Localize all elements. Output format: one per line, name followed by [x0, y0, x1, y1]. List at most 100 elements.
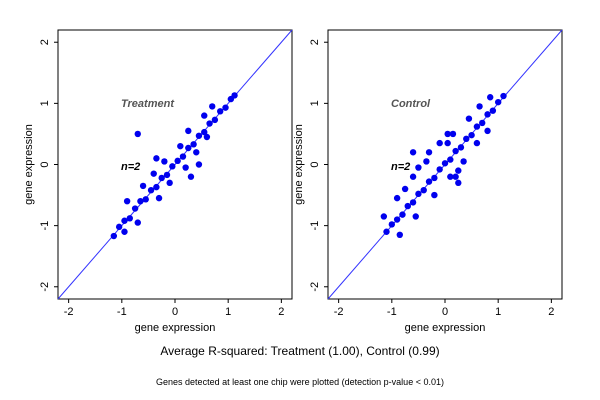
n-label-control: n=2	[391, 161, 410, 173]
data-point-treatment	[169, 163, 176, 170]
data-point-control	[425, 178, 433, 185]
data-point-treatment	[231, 92, 238, 99]
data-point-control	[457, 144, 465, 151]
data-point-control	[455, 167, 462, 174]
x-tick-label: 0	[442, 306, 448, 318]
data-point-control	[487, 94, 494, 101]
data-point-treatment	[121, 217, 128, 224]
data-point-treatment	[177, 142, 184, 150]
data-point-control	[441, 160, 449, 167]
data-point-treatment	[222, 104, 229, 111]
y-tick-label: 0	[39, 161, 51, 167]
x-axis-title-treatment: gene expression	[135, 322, 216, 334]
data-point-control	[444, 130, 451, 138]
data-point-treatment	[195, 161, 203, 168]
data-point-control	[452, 147, 459, 155]
y-tick-label: 1	[39, 100, 51, 106]
data-point-control	[396, 231, 403, 239]
data-point-treatment	[123, 197, 131, 205]
data-point-control	[415, 190, 422, 198]
data-point-control	[423, 158, 430, 165]
data-point-treatment	[139, 182, 147, 190]
data-point-treatment	[201, 128, 208, 136]
data-point-control	[447, 156, 454, 163]
data-point-treatment	[193, 149, 200, 156]
x-tick-label: 1	[225, 306, 231, 318]
data-point-treatment	[134, 130, 141, 138]
data-point-control	[473, 139, 481, 147]
data-point-control	[489, 107, 497, 114]
data-point-control	[460, 158, 467, 165]
data-point-treatment	[153, 155, 160, 162]
data-point-treatment	[174, 157, 181, 165]
data-point-treatment	[121, 228, 128, 235]
data-point-control	[393, 216, 401, 223]
y-axis-title-treatment: gene expression	[23, 124, 35, 205]
points-treatment	[110, 92, 238, 240]
data-point-control	[436, 166, 443, 173]
data-point-control	[401, 185, 409, 193]
y-tick-label: -2	[309, 282, 321, 292]
data-point-control	[431, 174, 438, 182]
caption-r-squared: Average R-squared: Treatment (1.00), Con…	[160, 344, 440, 358]
data-point-control	[412, 213, 419, 220]
data-point-control	[436, 139, 443, 147]
y-ticks-control: -2 -1 0 1 2	[309, 39, 328, 292]
data-point-treatment	[110, 232, 118, 240]
y-tick-label: -1	[309, 221, 321, 231]
data-point-treatment	[134, 219, 141, 226]
data-point-control	[449, 130, 457, 138]
data-point-control	[393, 194, 401, 202]
x-tick-label: -1	[117, 306, 127, 318]
data-point-control	[484, 111, 491, 118]
data-point-control	[463, 135, 470, 143]
panel-label-control: Control	[391, 98, 431, 110]
n-label-treatment: n=2	[121, 161, 140, 173]
data-point-treatment	[158, 174, 165, 182]
data-point-treatment	[182, 164, 189, 171]
data-point-control	[494, 98, 502, 106]
plot-panel-treatment: -2 -1 0 1 2 -2 -1 0 1 2 gene expression gene exp…	[23, 29, 293, 334]
data-point-control	[500, 92, 507, 100]
data-point-control	[383, 228, 390, 235]
data-point-treatment	[115, 223, 123, 231]
data-point-treatment	[137, 197, 144, 205]
data-point-control	[388, 221, 396, 228]
data-point-treatment	[187, 173, 195, 180]
x-tick-label: -2	[64, 306, 74, 318]
plot-panel-control: -2 -1 0 1 2 -2 -1 0 1 2 gene expression gene exp…	[293, 29, 563, 334]
x-tick-label: -2	[334, 306, 344, 318]
data-point-control	[473, 123, 481, 130]
data-point-control	[444, 139, 451, 147]
data-point-control	[452, 173, 459, 180]
data-point-control	[420, 186, 427, 194]
x-tick-label: 2	[548, 306, 554, 318]
y-tick-label: -1	[39, 221, 51, 231]
data-point-treatment	[201, 112, 208, 119]
x-axis-title-control: gene expression	[405, 322, 486, 334]
data-point-control	[465, 115, 473, 122]
data-point-treatment	[131, 205, 139, 212]
data-point-control	[409, 149, 417, 156]
x-ticks-control: -2 -1 0 1 2	[334, 299, 554, 318]
data-point-treatment	[203, 133, 211, 141]
data-point-control	[431, 191, 438, 199]
data-point-control	[409, 173, 417, 180]
data-point-treatment	[217, 108, 224, 115]
y-tick-label: 2	[309, 39, 321, 45]
data-point-treatment	[195, 132, 203, 139]
data-point-control	[468, 131, 475, 139]
data-point-control	[455, 179, 462, 187]
y-tick-label: 1	[309, 100, 321, 106]
data-point-treatment	[211, 116, 219, 124]
diagonal-line-treatment	[57, 29, 293, 300]
data-point-treatment	[163, 171, 171, 179]
data-point-treatment	[150, 170, 157, 177]
data-point-treatment	[142, 196, 149, 203]
x-tick-label: 0	[172, 306, 178, 318]
data-point-treatment	[179, 153, 187, 160]
data-point-control	[476, 103, 483, 110]
data-point-treatment	[161, 158, 168, 165]
data-point-control	[447, 173, 454, 180]
